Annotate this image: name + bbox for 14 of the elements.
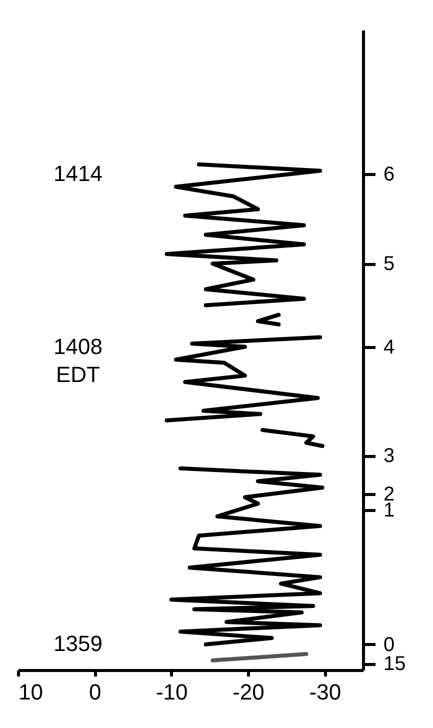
- y-tick-label: 3: [384, 445, 395, 468]
- x-tick-label: -10: [156, 680, 188, 704]
- x-tick-label: 0: [89, 680, 102, 704]
- x-tick-label: -20: [232, 680, 264, 704]
- y-tick-label: 6: [384, 164, 395, 186]
- annotation: 1359: [54, 631, 102, 656]
- y-tick-label: 4: [384, 336, 395, 358]
- x-tick-label: -30: [309, 680, 342, 704]
- y-tick-label: 0: [384, 634, 395, 656]
- annotation: 1414: [54, 161, 102, 186]
- y-tick-label: 5: [384, 253, 395, 276]
- annotation: 1408 EDT: [54, 334, 102, 387]
- x-tick-label: 10: [18, 680, 43, 704]
- y-tick-label: 15: [384, 653, 406, 676]
